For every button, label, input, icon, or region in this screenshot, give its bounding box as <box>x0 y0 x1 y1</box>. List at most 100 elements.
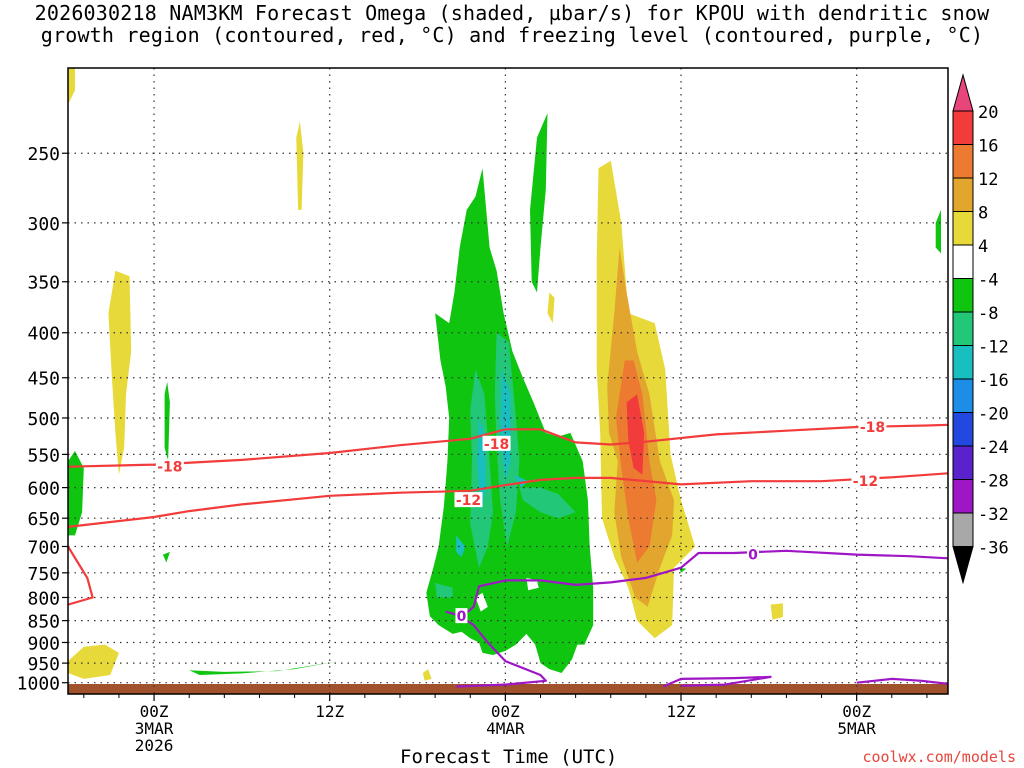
x-axis-label: Forecast Time (UTC) <box>400 746 618 768</box>
colorbar-label: -16 <box>978 371 1009 391</box>
contour-line-3 <box>464 549 948 615</box>
omega-region-21 <box>435 582 453 598</box>
colorbar-label: 16 <box>978 137 998 157</box>
contour-label-bg <box>851 473 880 489</box>
colorbar-bin-3 <box>952 177 974 212</box>
colorbar-label: -4 <box>978 271 998 291</box>
contour-label-bg <box>482 435 511 451</box>
omega-region-0 <box>68 68 75 105</box>
omega-region-12 <box>164 381 170 462</box>
omega-region-13 <box>162 551 170 563</box>
y-tick-label: 650 <box>27 509 60 530</box>
y-tick-label: 250 <box>27 144 60 165</box>
y-tick-label: 750 <box>27 564 60 585</box>
contour-label: -12 <box>853 474 878 490</box>
omega-region-26 <box>456 535 465 558</box>
colorbar-bin-2 <box>952 144 974 179</box>
contour-labels: -18 -18 -18 -12 -12 0 0 <box>155 419 887 625</box>
y-tick-label: 800 <box>27 588 60 609</box>
contour-label-bg <box>858 419 887 435</box>
contour-label: 0 <box>748 548 758 564</box>
omega-region-16 <box>935 209 941 254</box>
x-tick-label: 2026 <box>135 736 174 755</box>
x-tick-label: 00Z <box>491 702 520 721</box>
gridlines <box>68 68 948 694</box>
contour-line-5 <box>662 675 772 688</box>
omega-region-2 <box>68 644 119 679</box>
contour-label: -18 <box>157 460 182 476</box>
y-tick-label: 1000 <box>17 674 60 695</box>
x-tick-label: 00Z <box>842 702 871 721</box>
ground-surface <box>68 684 948 694</box>
colorbar: 20 16 12 8 4 -4 -8 -12 -16 -20 -24 -28 -32 -36 <box>952 73 1009 585</box>
omega-region-15 <box>530 113 548 293</box>
colorbar-bin-13 <box>952 512 974 547</box>
contour-line-6 <box>856 677 948 685</box>
x-tick-label: 12Z <box>667 702 696 721</box>
colorbar-label: 4 <box>978 237 988 257</box>
omega-region-3 <box>296 121 304 210</box>
credit-text: coolwx.com/models <box>862 748 1016 766</box>
contour-line-1 <box>68 472 948 528</box>
contour-label-bg <box>454 492 483 508</box>
colorbar-bin-12 <box>952 479 974 514</box>
plot-frame <box>67 67 949 695</box>
contour-line-2 <box>68 545 94 606</box>
colorbar-arrow-top <box>952 73 974 112</box>
omega-region-6 <box>770 603 783 620</box>
omega-region-5 <box>422 669 432 681</box>
x-tick-label: 5MAR <box>837 719 876 738</box>
colorbar-bin-6 <box>952 278 974 313</box>
colorbar-bin-11 <box>952 445 974 480</box>
colorbar-label: -28 <box>978 472 1009 492</box>
colorbar-bin-10 <box>952 412 974 447</box>
y-axis: 250 300 350 400 450 500 550 600 650 700 750 800 8509… <box>17 144 68 695</box>
colorbar-label: -36 <box>978 539 1009 559</box>
colorbar-bin-9 <box>952 378 974 413</box>
omega-shading <box>68 68 941 681</box>
colorbar-arrow-bottom <box>952 546 974 585</box>
contour-label: -18 <box>484 437 509 453</box>
omega-region-14 <box>189 661 339 675</box>
y-tick-label: 400 <box>27 324 60 345</box>
x-tick-label: 4MAR <box>486 719 525 738</box>
colorbar-bin-1 <box>952 110 974 145</box>
y-tick-label: 350 <box>27 273 60 294</box>
contour-label: -12 <box>456 493 481 509</box>
omega-region-1 <box>108 270 132 475</box>
colorbar-label: -24 <box>978 438 1009 458</box>
y-tick-label: 500 <box>27 409 60 430</box>
colorbar-label: 12 <box>978 170 998 190</box>
colorbar-bin-7 <box>952 311 974 346</box>
y-tick-label: 850 <box>27 612 60 633</box>
omega-region-22 <box>519 487 576 519</box>
title-line-2: growth region (contoured, red, °C) and f… <box>40 23 984 47</box>
contour-label-bg <box>155 458 184 474</box>
colorbar-label: -12 <box>978 338 1009 358</box>
contour-line-0 <box>68 423 948 468</box>
contour-label-bg <box>747 546 760 562</box>
contour-label: 0 <box>457 609 467 625</box>
colorbar-label: -20 <box>978 405 1009 425</box>
contour-label: -18 <box>860 420 885 436</box>
y-tick-label: 600 <box>27 479 60 500</box>
y-tick-label: 700 <box>27 537 60 558</box>
y-tick-label: 300 <box>27 214 60 235</box>
contour-label-bg <box>455 608 468 624</box>
omega-region-11 <box>68 450 84 536</box>
x-tick-label: 3MAR <box>135 719 174 738</box>
colorbar-label: -8 <box>978 304 998 324</box>
title-line-1: 2026030218 NAM3KM Forecast Omega (shaded… <box>34 1 990 25</box>
contour-lines <box>68 423 948 688</box>
omega-region-24 <box>500 369 511 482</box>
x-tick-label: 00Z <box>140 702 169 721</box>
y-tick-label: 900 <box>27 633 60 654</box>
colorbar-label: 20 <box>978 103 998 123</box>
colorbar-bin-4 <box>952 211 974 246</box>
y-tick-label: 450 <box>27 369 60 390</box>
y-tick-label: 550 <box>27 445 60 466</box>
chart-title: 2026030218 NAM3KM Forecast Omega (shaded… <box>0 2 1024 46</box>
omega-region-4 <box>547 292 555 324</box>
